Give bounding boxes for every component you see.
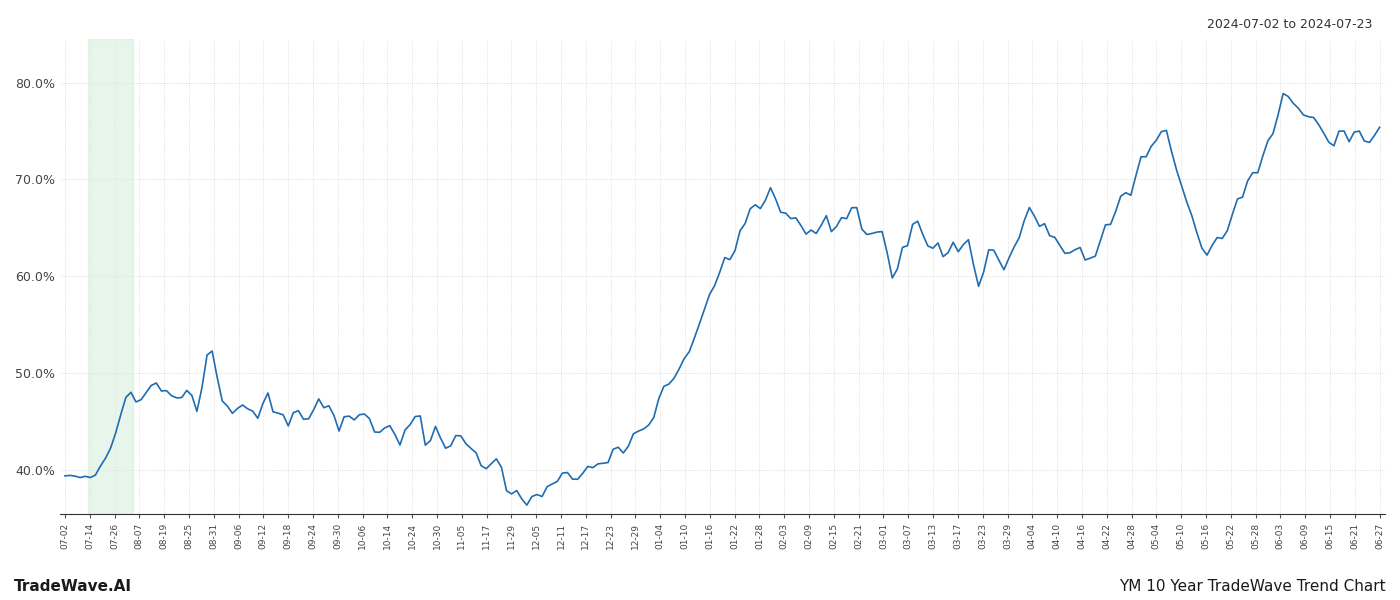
Text: TradeWave.AI: TradeWave.AI — [14, 579, 132, 594]
Bar — [88, 39, 133, 514]
Text: YM 10 Year TradeWave Trend Chart: YM 10 Year TradeWave Trend Chart — [1120, 579, 1386, 594]
Text: 2024-07-02 to 2024-07-23: 2024-07-02 to 2024-07-23 — [1207, 18, 1372, 31]
